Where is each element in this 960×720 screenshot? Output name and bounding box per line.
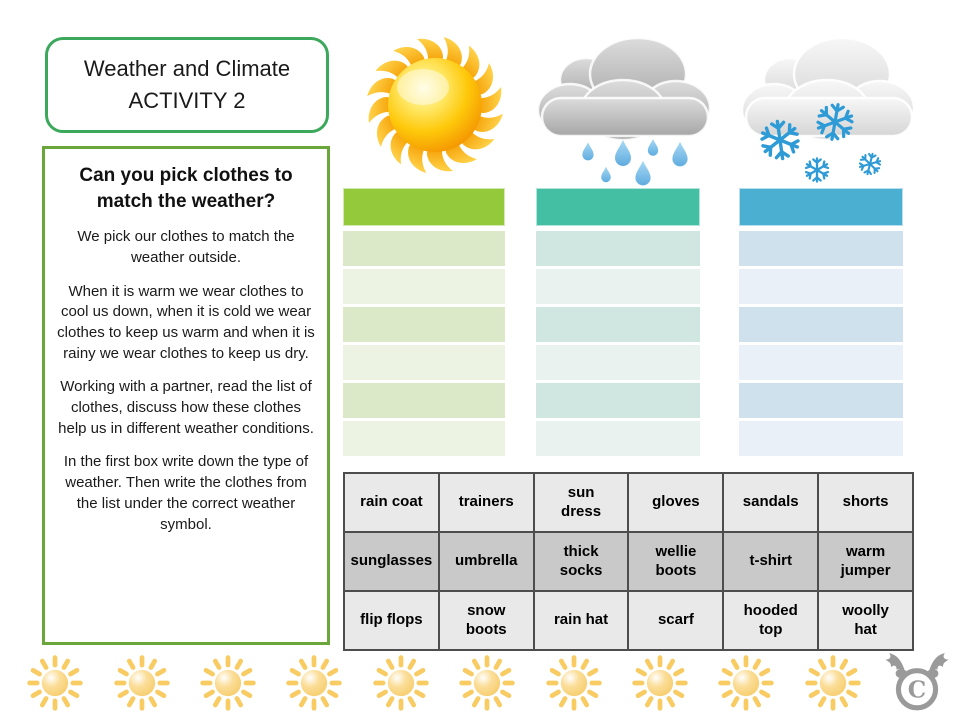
- clothes-word-cell: shorts: [817, 472, 914, 533]
- clothes-word-cell: thick socks: [532, 531, 630, 592]
- clothes-word-cell: sandals: [722, 472, 820, 533]
- answer-row-sunny-2[interactable]: [343, 269, 505, 304]
- svg-text:C: C: [908, 677, 926, 704]
- sun-border-icon: [632, 655, 688, 711]
- clothes-word-cell: woolly hat: [817, 590, 914, 651]
- instructions-paragraph: In the first box write down the type of …: [63, 453, 309, 533]
- clothes-table-row: flip flops snow boots rain hat scarf hooded …: [343, 590, 914, 651]
- clothes-word-cell: snow boots: [437, 590, 535, 651]
- answer-rows-sunny: [343, 231, 505, 456]
- clothes-table-body: rain coat trainers sun dress gloves sandals s…: [343, 472, 914, 651]
- answer-row-snowy-4[interactable]: [739, 345, 903, 380]
- clothes-word-cell: hooded top: [722, 590, 820, 651]
- clothes-word-cell: rain hat: [532, 590, 630, 651]
- sun-border-icon: [27, 655, 84, 711]
- answer-rows-rainy: [536, 231, 700, 456]
- answer-row-sunny-5[interactable]: [343, 383, 505, 418]
- instructions-paragraph: Working with a partner, read the list of…: [58, 378, 314, 437]
- clothes-table: rain coat trainers sun dress gloves sandals s…: [343, 472, 914, 651]
- answer-row-rainy-2[interactable]: [536, 269, 700, 304]
- clothes-word-cell: scarf: [627, 590, 725, 651]
- sun-border-icon: [718, 655, 774, 711]
- sun-border-icon: [114, 655, 170, 711]
- clothes-word-cell: t-shirt: [722, 531, 820, 592]
- answer-row-sunny-3[interactable]: [343, 307, 505, 342]
- clothes-word-cell: wellie boots: [627, 531, 725, 592]
- clothes-word-cell: rain coat: [343, 472, 440, 533]
- clothes-word-cell: sun dress: [532, 472, 630, 533]
- clothes-word-cell: gloves: [627, 472, 725, 533]
- answer-row-snowy-3[interactable]: [739, 307, 903, 342]
- answer-row-snowy-2[interactable]: [739, 269, 903, 304]
- title-box: Weather and Climate ACTIVITY 2: [45, 37, 329, 133]
- clothes-word-cell: sunglasses: [343, 531, 440, 592]
- answer-row-rainy-3[interactable]: [536, 307, 700, 342]
- answer-row-snowy-1[interactable]: [739, 231, 903, 266]
- weather-header-box-snowy[interactable]: [739, 188, 903, 226]
- answer-row-rainy-4[interactable]: [536, 345, 700, 380]
- weather-column-snowy: [739, 188, 903, 459]
- instructions-panel: Can you pick clothes to match the weathe…: [42, 146, 330, 645]
- snow-cloud-icon: [740, 36, 916, 187]
- answer-row-snowy-5[interactable]: [739, 383, 903, 418]
- clothes-word-cell: flip flops: [343, 590, 440, 651]
- answer-rows-snowy: [739, 231, 903, 456]
- worksheet-title: Weather and Climate: [83, 56, 291, 82]
- sun-border-icon: [286, 655, 343, 711]
- sun-border-icon: [804, 655, 861, 711]
- copyright-moose-logo: C: [885, 653, 949, 711]
- clothes-table-row: rain coat trainers sun dress gloves sandals s…: [343, 472, 914, 533]
- rain-cloud-icon: [536, 36, 712, 186]
- weather-header-box-sunny[interactable]: [343, 188, 505, 226]
- sun-icon: [366, 36, 504, 174]
- weather-header-box-rainy[interactable]: [536, 188, 700, 226]
- answer-row-rainy-1[interactable]: [536, 231, 700, 266]
- weather-column-sunny: [343, 188, 505, 459]
- weather-column-rainy: [536, 188, 700, 459]
- sun-border-icon: [200, 655, 256, 711]
- answer-row-snowy-6[interactable]: [739, 421, 903, 456]
- activity-number: ACTIVITY 2: [128, 88, 246, 113]
- instructions-heading: Can you pick clothes to match the weathe…: [79, 165, 293, 212]
- answer-row-sunny-4[interactable]: [343, 345, 505, 380]
- clothes-word-cell: umbrella: [437, 531, 535, 592]
- sun-border-icon: [459, 655, 515, 711]
- sun-border-icon: [373, 655, 429, 711]
- answer-row-rainy-6[interactable]: [536, 421, 700, 456]
- instructions-paragraph: When it is warm we wear clothes to cool …: [57, 282, 315, 362]
- sun-border-icon: [545, 655, 602, 711]
- instructions-paragraph: We pick our clothes to match the weather…: [77, 228, 295, 266]
- clothes-word-cell: warm jumper: [817, 531, 914, 592]
- answer-row-sunny-1[interactable]: [343, 231, 505, 266]
- answer-row-sunny-6[interactable]: [343, 421, 505, 456]
- clothes-table-row: sunglasses umbrella thick socks wellie boot…: [343, 531, 914, 592]
- clothes-word-cell: trainers: [437, 472, 535, 533]
- sun-border: [0, 648, 888, 718]
- answer-row-rainy-5[interactable]: [536, 383, 700, 418]
